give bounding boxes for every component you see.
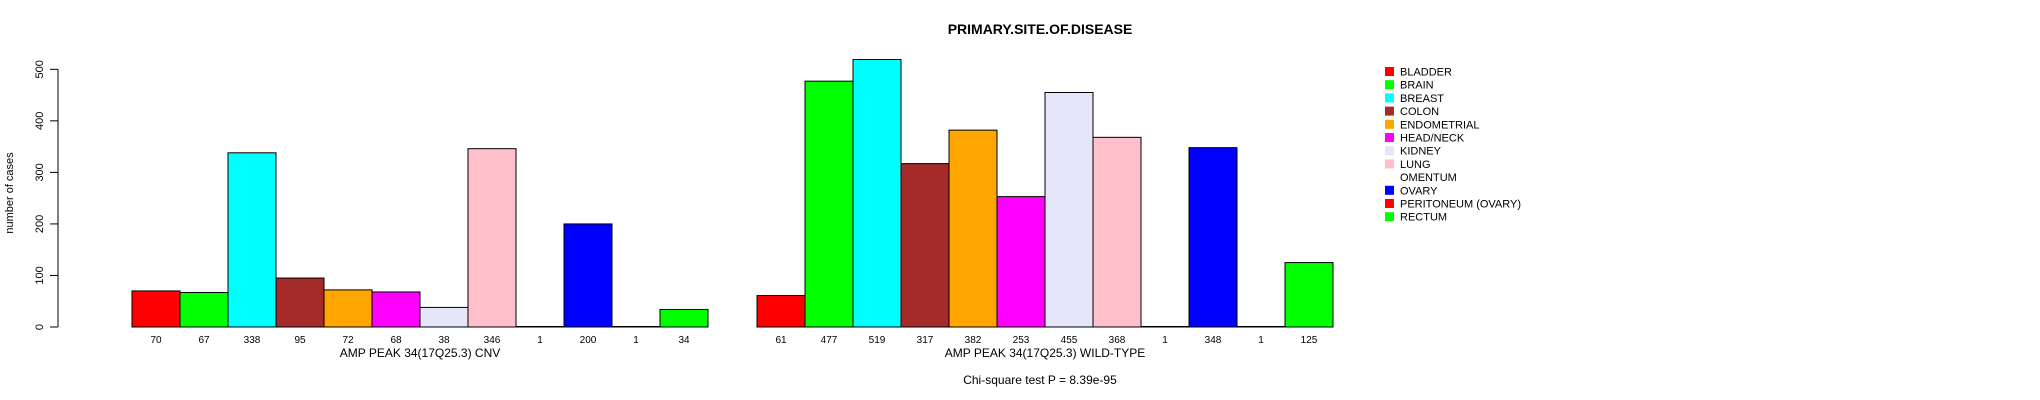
y-axis: 0 100 200 300 400 500: [34, 60, 59, 330]
bar-amp-peak-34-17q25-3-wild-type-omentum: [1140, 325, 1190, 328]
y-tick-label: 500: [34, 60, 46, 78]
bar-amp-peak-34-17q25-3-wild-type-bladder: [756, 295, 806, 328]
value-labels: 70 67 338 95 72 68 38 346 1 200 1 34 61 477 519 317 382 2…: [150, 335, 1317, 346]
legend-label-kidney: KIDNEY: [1400, 146, 1442, 158]
bar-amp-peak-34-17q25-3-cnv-omentum: [515, 325, 565, 328]
legend-swatch-omentum: [1385, 172, 1394, 182]
bar-value-label: 1: [1258, 335, 1264, 346]
legend-label-endometrial: ENDOMETRIAL: [1400, 119, 1479, 131]
bar-value-label: 70: [150, 335, 162, 346]
legend-label-bladder: BLADDER: [1400, 67, 1452, 79]
legend-swatch-breast: [1385, 93, 1394, 103]
legend-label-breast: BREAST: [1400, 93, 1444, 105]
y-tick-label: 300: [34, 163, 46, 181]
bar-amp-peak-34-17q25-3-wild-type-ovary: [1188, 147, 1238, 328]
bar-amp-peak-34-17q25-3-cnv-bladder: [131, 290, 181, 328]
y-axis-label: number of cases: [4, 152, 16, 234]
bar-amp-peak-34-17q25-3-cnv-endometrial: [323, 289, 373, 328]
bar-value-label: 253: [1013, 335, 1030, 346]
legend-label-peritoneum-ovary: PERITONEUM (OVARY): [1400, 199, 1521, 211]
legend-swatch-colon: [1385, 106, 1394, 116]
bar-amp-peak-34-17q25-3-cnv-rectum: [659, 308, 709, 328]
bar-amp-peak-34-17q25-3-wild-type-rectum: [1284, 262, 1334, 328]
legend-swatch-peritoneum-ovary: [1385, 199, 1394, 208]
bar-value-label: 368: [1109, 335, 1126, 346]
bar-value-label: 382: [965, 335, 982, 346]
bar-value-label: 455: [1061, 335, 1078, 346]
bar-amp-peak-34-17q25-3-cnv-ovary: [563, 223, 613, 328]
legend-label-omentum: OMENTUM: [1400, 172, 1457, 184]
bar-value-label: 477: [821, 335, 838, 346]
bar-value-label: 61: [775, 335, 787, 346]
group-label: AMP PEAK 34(17Q25.3) WILD-TYPE: [945, 346, 1146, 360]
bar-amp-peak-34-17q25-3-wild-type-head-neck: [996, 196, 1046, 328]
y-tick-label: 200: [34, 215, 46, 233]
bar-amp-peak-34-17q25-3-cnv-colon: [275, 277, 325, 328]
bar-value-label: 38: [438, 335, 450, 346]
legend-label-head-neck: HEAD/NECK: [1400, 133, 1465, 145]
group-label: AMP PEAK 34(17Q25.3) CNV: [340, 346, 501, 360]
bar-value-label: 95: [294, 335, 306, 346]
bar-amp-peak-34-17q25-3-cnv-lung: [467, 148, 517, 328]
y-tick-label: 400: [34, 112, 46, 130]
footnote: Chi-square test P = 8.39e-95: [963, 373, 1117, 387]
chart-title: PRIMARY.SITE.OF.DISEASE: [948, 21, 1133, 37]
y-tick-label: 100: [34, 266, 46, 284]
legend-label-brain: BRAIN: [1400, 80, 1434, 92]
legend-label-ovary: OVARY: [1400, 185, 1438, 197]
bar-amp-peak-34-17q25-3-wild-type-breast: [852, 59, 902, 328]
bar-amp-peak-34-17q25-3-cnv-head-neck: [371, 291, 421, 328]
bar-value-label: 125: [1301, 335, 1318, 346]
bars: [131, 59, 1334, 328]
bar-amp-peak-34-17q25-3-cnv-kidney: [419, 306, 469, 328]
y-tick-label: 0: [34, 324, 46, 330]
bar-value-label: 519: [869, 335, 886, 346]
bar-value-label: 68: [390, 335, 402, 346]
legend-swatch-brain: [1385, 80, 1394, 90]
group-labels: AMP PEAK 34(17Q25.3) CNV AMP PEAK 34(17Q2…: [340, 346, 1146, 360]
bar-value-label: 348: [1205, 335, 1222, 346]
legend-swatch-bladder: [1385, 67, 1394, 76]
bar-value-label: 338: [244, 335, 261, 346]
legend-label-rectum: RECTUM: [1400, 212, 1447, 224]
bar-value-label: 346: [484, 335, 501, 346]
bar-value-label: 317: [917, 335, 934, 346]
bar-value-label: 1: [633, 335, 639, 346]
legend-label-lung: LUNG: [1400, 159, 1431, 171]
bar-amp-peak-34-17q25-3-wild-type-endometrial: [948, 129, 998, 328]
legend-swatch-endometrial: [1385, 119, 1394, 129]
legend-swatch-kidney: [1385, 146, 1394, 156]
legend-swatch-lung: [1385, 159, 1394, 169]
bar-amp-peak-34-17q25-3-wild-type-lung: [1092, 136, 1142, 328]
bar-value-label: 200: [580, 335, 597, 346]
bar-amp-peak-34-17q25-3-wild-type-peritoneum-ovary: [1236, 325, 1286, 328]
bar-amp-peak-34-17q25-3-wild-type-kidney: [1044, 92, 1094, 328]
bar-value-label: 34: [678, 335, 690, 346]
bar-amp-peak-34-17q25-3-cnv-brain: [179, 291, 229, 328]
bar-value-label: 1: [537, 335, 543, 346]
legend-label-colon: COLON: [1400, 106, 1439, 118]
bar-amp-peak-34-17q25-3-wild-type-colon: [900, 163, 950, 328]
bar-amp-peak-34-17q25-3-cnv-peritoneum-ovary: [611, 325, 661, 328]
bar-amp-peak-34-17q25-3-wild-type-brain: [804, 80, 854, 328]
legend-swatch-head-neck: [1385, 133, 1394, 142]
bar-value-label: 1: [1162, 335, 1168, 346]
bar-amp-peak-34-17q25-3-cnv-breast: [227, 152, 277, 328]
legend-swatch-ovary: [1385, 185, 1394, 195]
bar-value-label: 67: [198, 335, 210, 346]
legend-swatch-rectum: [1385, 212, 1394, 222]
bar-value-label: 72: [342, 335, 354, 346]
